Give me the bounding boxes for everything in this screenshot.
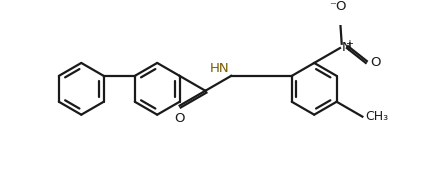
Text: HN: HN bbox=[210, 62, 230, 75]
Text: +: + bbox=[344, 39, 353, 49]
Text: O: O bbox=[174, 112, 185, 125]
Text: O: O bbox=[370, 56, 381, 70]
Text: ⁻O: ⁻O bbox=[329, 0, 347, 13]
Text: N: N bbox=[342, 41, 351, 54]
Text: CH₃: CH₃ bbox=[365, 110, 388, 123]
